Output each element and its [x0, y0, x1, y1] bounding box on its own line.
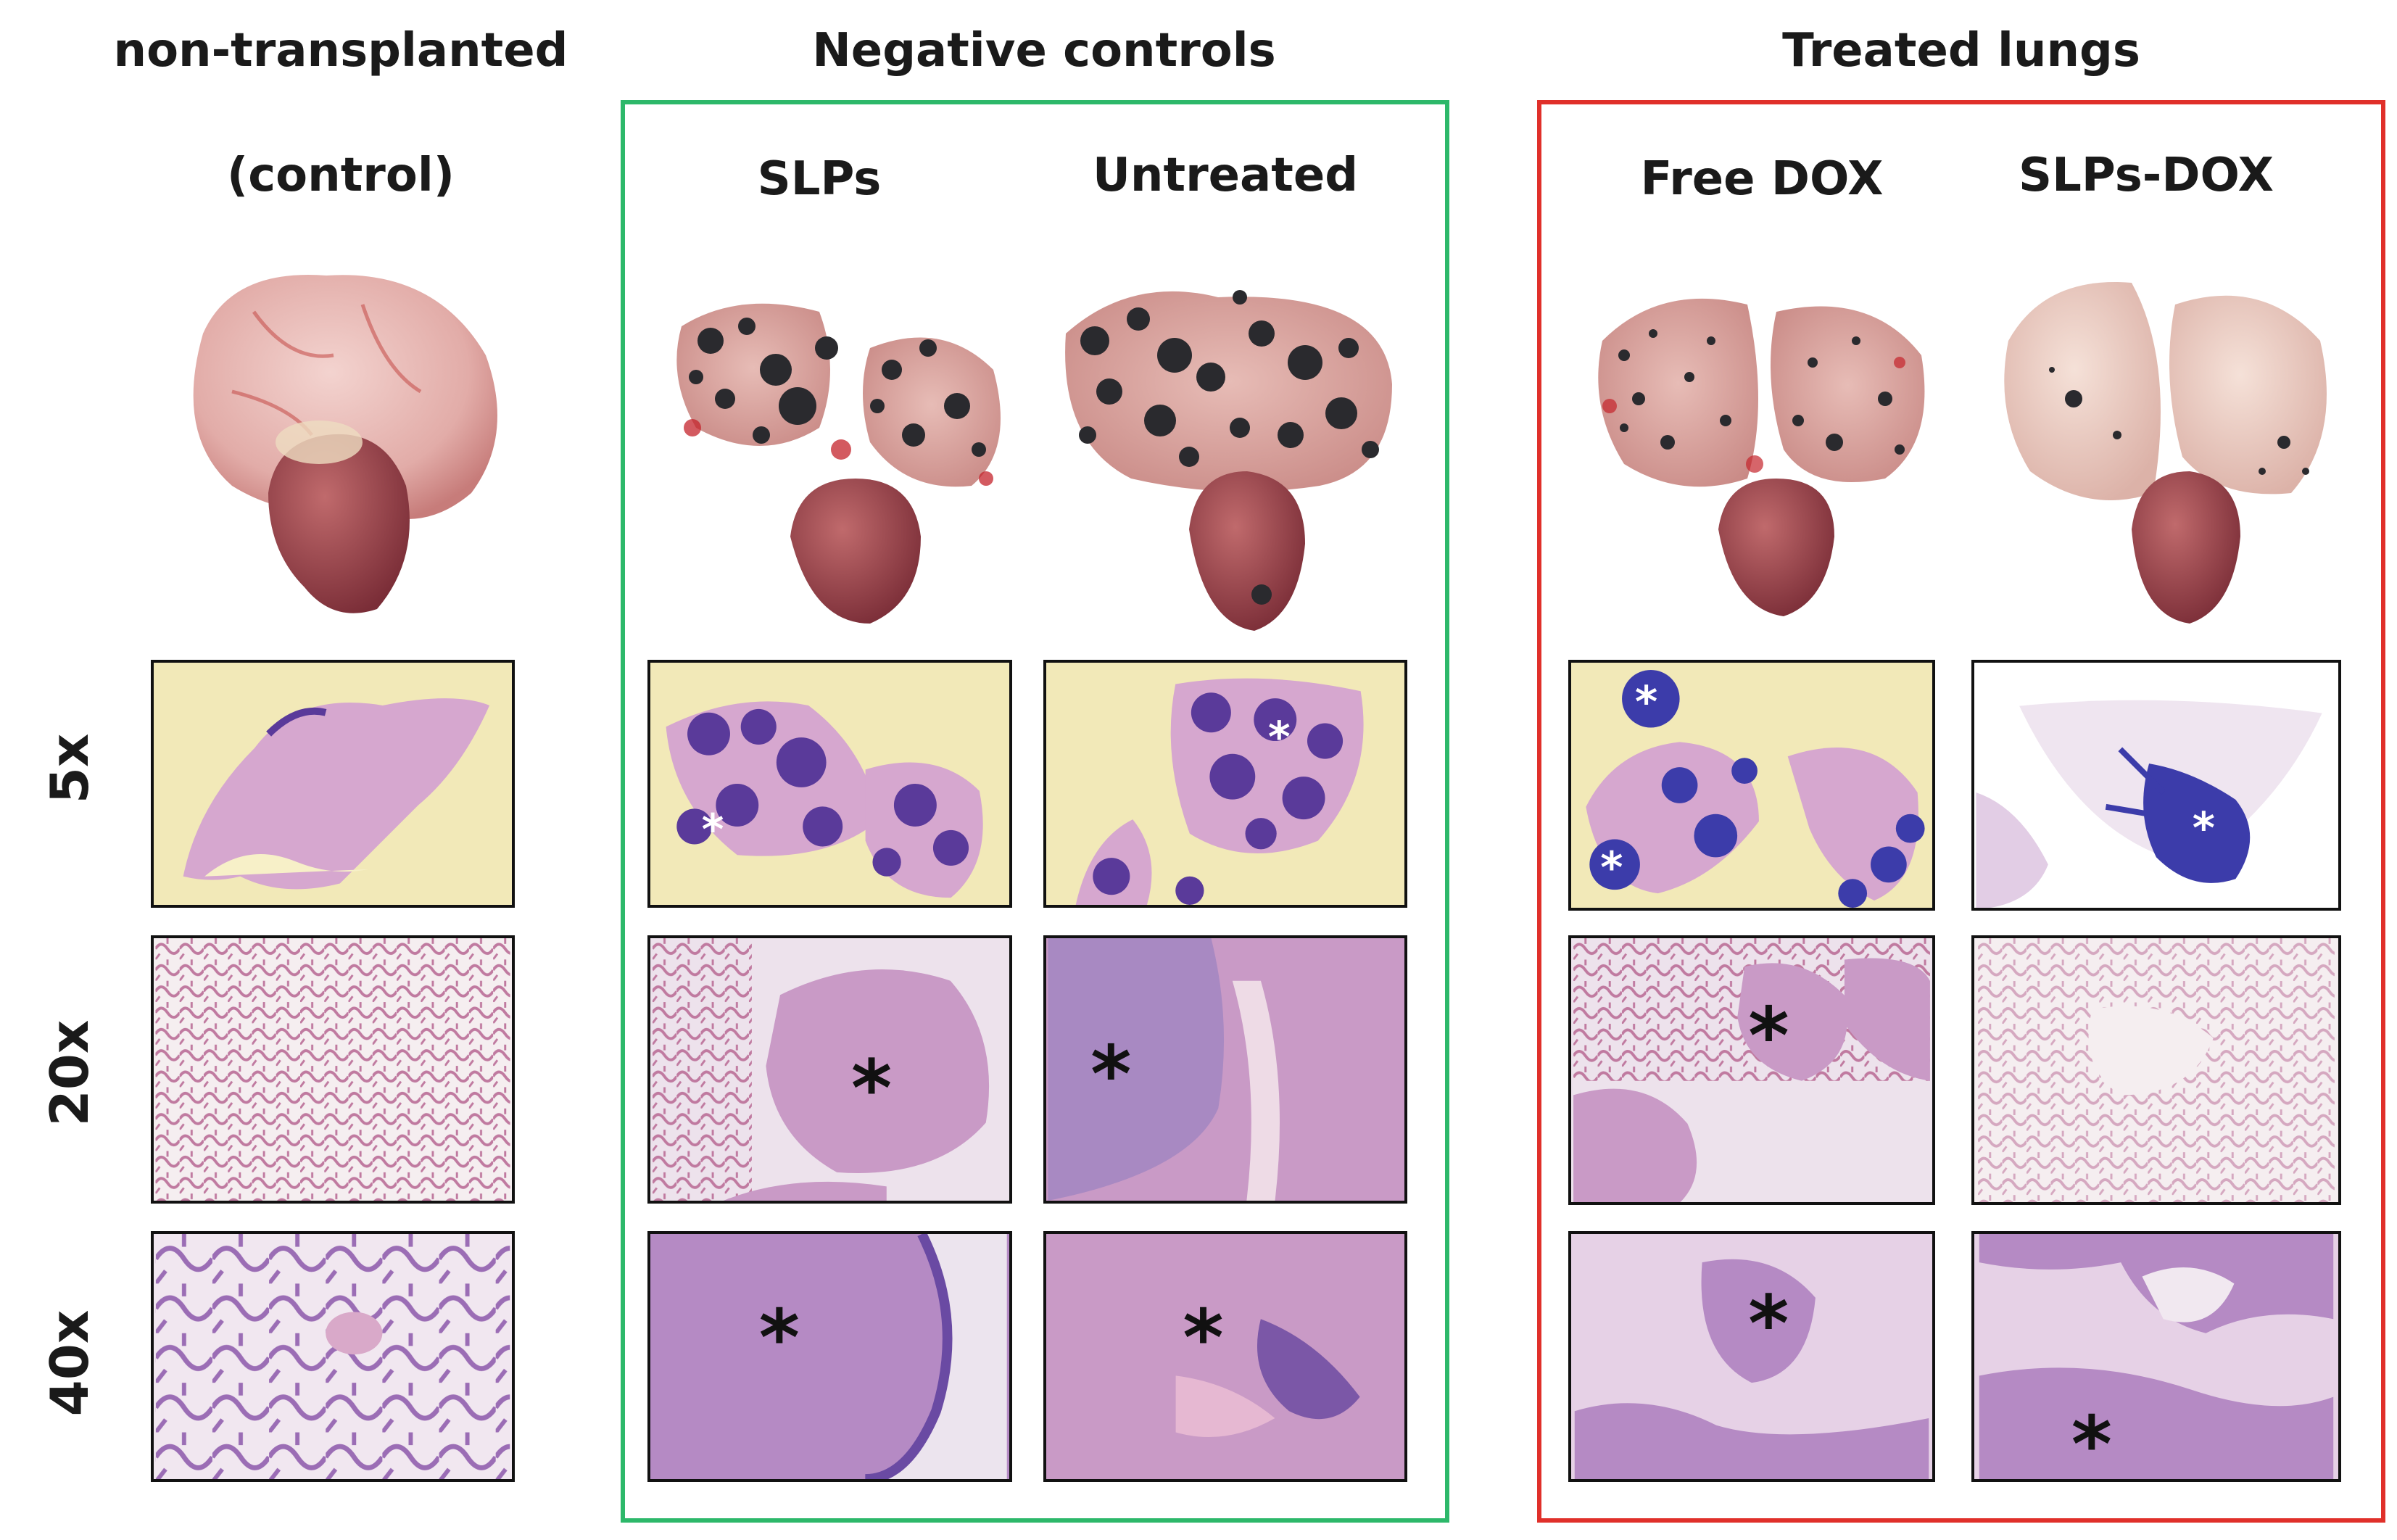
- row-label-40x: 40x: [39, 1309, 100, 1417]
- panel-5x-slps: *: [647, 660, 1012, 908]
- header-treated-lungs: Treated lungs: [1782, 24, 2140, 78]
- panel-5x-control: [151, 660, 515, 908]
- header-non-transplanted: non-transplanted: [113, 24, 568, 78]
- panel-5x-untreated: *: [1043, 660, 1407, 908]
- tumor-marker: *: [2071, 1399, 2112, 1479]
- lung-photo-slps: [653, 261, 1030, 638]
- header-control: (control): [226, 149, 455, 202]
- treated-lungs-box: [1537, 100, 2385, 1523]
- tumor-marker: *: [1600, 843, 1623, 893]
- lung-photo-untreated: [1044, 254, 1407, 638]
- panel-5x-free-dox: * *: [1568, 660, 1935, 911]
- tumor-marker: *: [1183, 1293, 1223, 1384]
- lung-photo-slps-dox: [1987, 254, 2349, 631]
- negative-controls-box: [621, 100, 1449, 1523]
- panel-40x-free-dox: *: [1568, 1231, 1935, 1482]
- header-slps-dox: SLPs-DOX: [2019, 149, 2274, 202]
- header-untreated: Untreated: [1092, 149, 1359, 202]
- header-negative-controls: Negative controls: [812, 24, 1276, 78]
- tumor-marker: *: [2193, 804, 2215, 854]
- panel-40x-slps-dox: *: [1971, 1231, 2341, 1482]
- panel-20x-control: [151, 935, 515, 1204]
- tumor-marker: *: [759, 1293, 800, 1384]
- panel-40x-untreated: *: [1043, 1231, 1407, 1482]
- row-label-5x: 5x: [39, 733, 100, 804]
- panel-40x-slps: *: [647, 1231, 1012, 1482]
- tumor-marker: *: [1635, 678, 1657, 728]
- row-label-20x: 20x: [39, 1019, 100, 1127]
- lung-photo-free-dox: [1581, 261, 1943, 624]
- header-slps: SLPs: [757, 152, 882, 206]
- panel-40x-control: [151, 1231, 515, 1482]
- tumor-marker: *: [851, 1044, 892, 1135]
- lung-photo-control: [145, 247, 522, 624]
- tumor-marker: *: [1268, 712, 1291, 762]
- tumor-marker: *: [1748, 1279, 1789, 1370]
- tumor-marker: *: [1748, 990, 1789, 1082]
- tumor-marker: *: [1090, 1030, 1131, 1120]
- panel-5x-slps-dox: *: [1971, 660, 2341, 911]
- panel-20x-slps-dox: [1971, 935, 2341, 1205]
- panel-20x-untreated: *: [1043, 935, 1407, 1204]
- panel-20x-slps: *: [647, 935, 1012, 1204]
- header-free-dox: Free DOX: [1640, 152, 1884, 206]
- panel-20x-free-dox: *: [1568, 935, 1935, 1205]
- tumor-marker: *: [702, 805, 724, 855]
